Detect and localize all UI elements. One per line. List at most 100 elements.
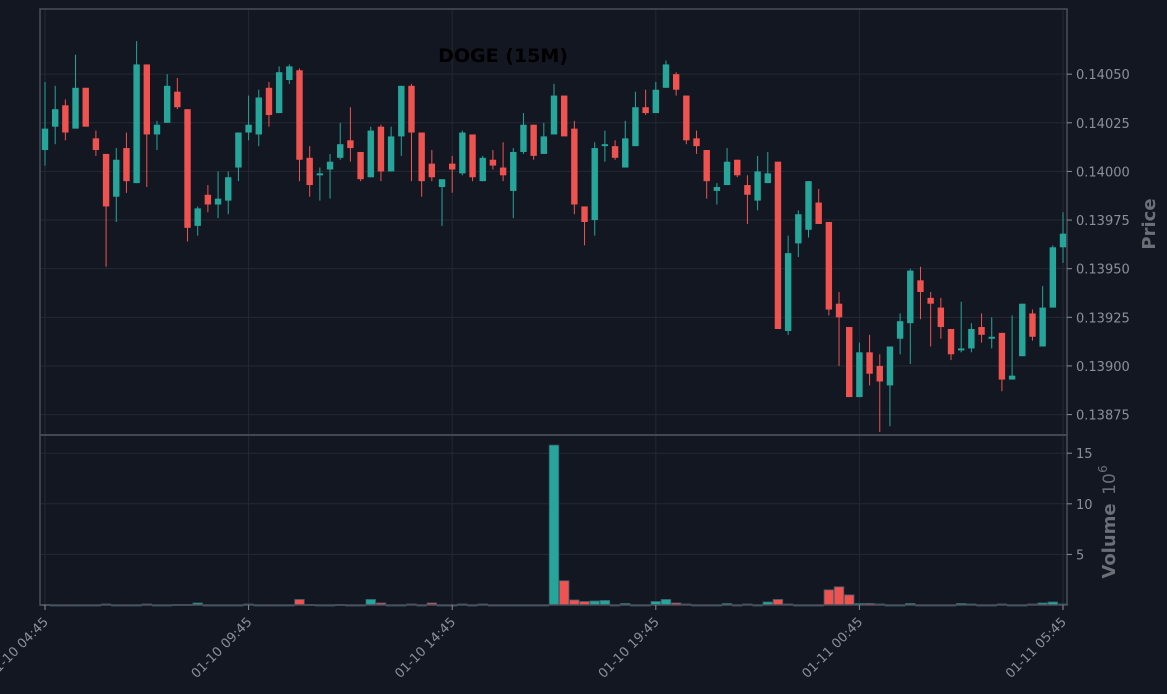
candle-body xyxy=(72,87,79,129)
candle xyxy=(530,124,537,160)
volume-exponent: 6 xyxy=(1096,465,1110,473)
candle-body xyxy=(876,365,883,382)
candle-body xyxy=(92,138,100,151)
candle-body xyxy=(774,161,782,329)
candle xyxy=(428,150,436,182)
candle-body xyxy=(917,280,924,293)
candle-body xyxy=(784,253,792,331)
volume-tick-label: 15 xyxy=(1076,447,1093,462)
candle xyxy=(601,130,609,162)
price-tick-label: 0.13900 xyxy=(1076,360,1130,375)
volume-bar xyxy=(823,589,835,606)
candle xyxy=(214,171,222,219)
volume-bar xyxy=(833,586,845,606)
candle-body xyxy=(723,161,731,186)
candle-body xyxy=(326,161,334,170)
candle xyxy=(102,153,110,267)
candle-body xyxy=(225,177,232,201)
candle-body xyxy=(652,89,659,114)
candle xyxy=(1019,303,1026,357)
candle xyxy=(866,334,873,386)
price-tick-label: 0.14000 xyxy=(1076,165,1130,180)
candle-body xyxy=(1039,307,1046,347)
candle xyxy=(194,206,201,236)
candle-body xyxy=(815,202,822,224)
candle xyxy=(1049,245,1057,308)
candle-body xyxy=(184,109,191,228)
candle-body xyxy=(408,85,415,133)
candles xyxy=(41,41,1067,433)
volume-bar xyxy=(772,599,784,606)
candle-body xyxy=(1029,313,1036,337)
candle-body xyxy=(367,130,374,178)
candle xyxy=(265,81,273,127)
candle-body xyxy=(51,109,59,127)
candle xyxy=(275,66,283,114)
volume-bar xyxy=(569,599,580,606)
volume-multiplier: 10 xyxy=(1100,473,1120,495)
candle xyxy=(235,132,242,182)
candle xyxy=(184,109,191,242)
candle xyxy=(72,54,79,129)
candle-body xyxy=(1059,233,1067,248)
candle-body xyxy=(856,352,863,398)
candle xyxy=(642,89,649,116)
candle xyxy=(367,126,374,178)
candle-body xyxy=(387,136,395,172)
candle xyxy=(571,120,578,215)
volume-tick-label: 5 xyxy=(1076,548,1084,563)
candle xyxy=(652,81,659,114)
candle-body xyxy=(316,173,324,176)
candle xyxy=(357,151,364,182)
candle xyxy=(947,328,955,361)
candle-body xyxy=(754,171,761,201)
candle-body xyxy=(927,297,934,304)
candle-body xyxy=(286,66,293,80)
candle-body xyxy=(62,105,69,133)
price-grid xyxy=(40,73,1067,416)
candle-body xyxy=(693,138,700,147)
candle-body xyxy=(846,327,853,398)
candle-body xyxy=(560,95,568,137)
candle xyxy=(886,346,894,427)
candle xyxy=(438,179,446,226)
candle xyxy=(683,95,690,145)
candle-body xyxy=(499,167,507,176)
candle-body xyxy=(744,185,751,195)
price-tick-label: 0.13925 xyxy=(1076,311,1130,326)
candle xyxy=(611,140,619,160)
candle xyxy=(784,235,792,335)
candle-body xyxy=(886,346,894,386)
candle-body xyxy=(235,132,242,168)
candle xyxy=(174,78,181,110)
price-tick-label: 0.14025 xyxy=(1076,117,1130,132)
candle xyxy=(316,167,324,201)
candle xyxy=(978,313,985,343)
candle xyxy=(387,126,395,172)
candle-body xyxy=(968,328,975,349)
candle xyxy=(459,130,466,176)
candle-body xyxy=(357,151,364,180)
candle xyxy=(479,155,486,182)
candle-body xyxy=(41,128,49,151)
price-tick-label: 0.13975 xyxy=(1076,214,1130,229)
candle xyxy=(622,120,629,168)
candle xyxy=(255,89,262,147)
candle xyxy=(560,95,568,137)
candle-body xyxy=(245,124,252,133)
volume-bar xyxy=(558,580,570,606)
candle-body xyxy=(428,163,436,178)
candle-body xyxy=(204,194,212,205)
candle xyxy=(520,113,527,154)
candle xyxy=(744,175,751,224)
chart-title: DOGE (15M) xyxy=(438,45,568,67)
candle xyxy=(815,188,822,224)
candle-body xyxy=(713,186,721,191)
candle-body xyxy=(866,352,873,374)
candle xyxy=(632,91,639,147)
candle-body xyxy=(255,97,262,135)
price-tick-label: 0.13950 xyxy=(1076,263,1130,278)
candle-body xyxy=(611,146,619,158)
candle-body xyxy=(947,328,955,355)
